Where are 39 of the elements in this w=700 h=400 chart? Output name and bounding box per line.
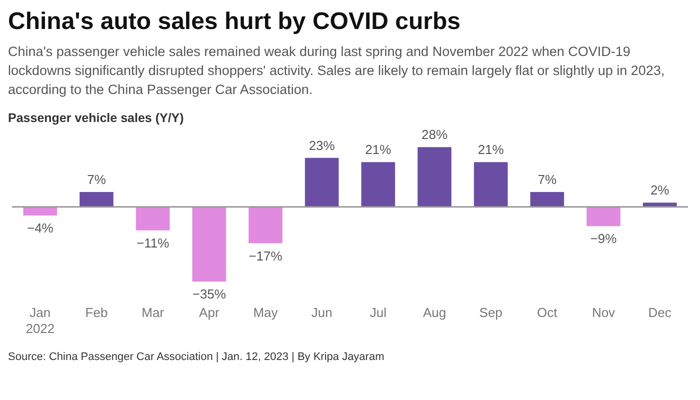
- chart-title: China's auto sales hurt by COVID curbs: [8, 8, 462, 36]
- x-tick-label: Sep: [479, 305, 502, 320]
- data-label: 21%: [365, 142, 392, 158]
- bar: [304, 158, 339, 207]
- data-label: 2%: [650, 182, 670, 198]
- bar: [192, 206, 226, 282]
- data-label: 28%: [421, 127, 448, 142]
- x-tick-label: Apr: [199, 305, 220, 320]
- bar: [530, 192, 564, 207]
- data-label: −11%: [136, 235, 170, 250]
- x-tick-label: Oct: [537, 305, 558, 320]
- x-tick-label: Jun: [311, 305, 332, 320]
- data-label: 23%: [308, 138, 336, 153]
- bar: [361, 162, 396, 207]
- x-tick-label: Jul: [370, 305, 387, 320]
- source-note: Source: China Passenger Car Association | Jan. 12, 2023 | By Kripa Jayaram: [8, 351, 386, 363]
- data-label: 21%: [478, 142, 504, 158]
- x-tick-label: May: [253, 305, 278, 320]
- data-label: 7%: [538, 172, 557, 188]
- x-tick-label: Jan 2022: [26, 305, 55, 336]
- bar: [80, 192, 114, 207]
- data-label: −17%: [248, 248, 283, 264]
- bar: [248, 206, 282, 244]
- bar: [586, 206, 620, 226]
- data-label: 7%: [87, 172, 106, 188]
- bar: [474, 162, 508, 207]
- x-tick-label: Nov: [592, 305, 616, 320]
- x-tick-label: Dec: [648, 305, 672, 320]
- bar: [23, 206, 58, 216]
- x-tick-label: Mar: [142, 305, 165, 320]
- data-label: −4%: [26, 220, 54, 236]
- x-tick-label: Feb: [85, 305, 108, 320]
- chart-subtitle: China's passenger vehicle sales remained weak during last spring and November 2022 when COVID-19 lockdowns significantly disrupted shoppers' activity. Sales are likely to remain largely flat or slightly up in 2023, according to the China Passenger Car Association.: [8, 43, 666, 99]
- data-label: −9%: [590, 231, 618, 246]
- x-tick-label: Aug: [422, 305, 446, 320]
- bar: [136, 206, 170, 230]
- bar: [418, 147, 452, 207]
- y-axis-title: Passenger vehicle sales (Y/Y): [8, 111, 185, 125]
- data-label: −35%: [192, 286, 226, 302]
